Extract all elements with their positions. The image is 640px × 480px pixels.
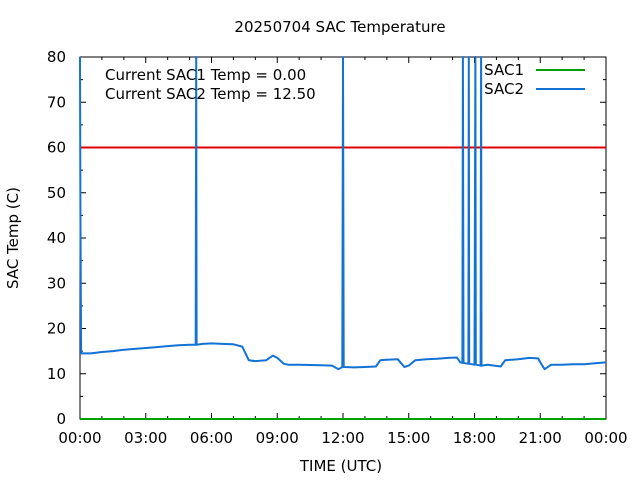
y-tick-label: 10 <box>47 365 66 383</box>
x-axis-label: TIME (UTC) <box>299 457 382 475</box>
legend: SAC1 SAC2 <box>484 61 585 98</box>
y-tick-label: 0 <box>56 410 66 428</box>
series-line-sac2 <box>79 56 607 371</box>
x-tick-label: 09:00 <box>256 429 299 447</box>
x-tick-label: 00:00 <box>584 429 627 447</box>
x-tick-label: 18:00 <box>453 429 496 447</box>
annotations: Current SAC1 Temp = 0.00 Current SAC2 Te… <box>105 66 316 103</box>
series-layer <box>79 56 607 420</box>
y-axis-label: SAC Temp (C) <box>4 187 22 289</box>
x-tick-label: 06:00 <box>190 429 233 447</box>
x-tick-label: 12:00 <box>321 429 364 447</box>
annotation-sac2-current: Current SAC2 Temp = 12.50 <box>105 85 316 103</box>
y-tick-label: 30 <box>47 274 66 292</box>
legend-label-sac1: SAC1 <box>484 61 524 79</box>
chart-title: 20250704 SAC Temperature <box>234 18 445 36</box>
x-tick-label: 00:00 <box>58 429 101 447</box>
legend-label-sac2: SAC2 <box>484 80 524 98</box>
x-tick-label: 03:00 <box>124 429 167 447</box>
y-tick-label: 80 <box>47 48 66 66</box>
y-tick-label: 20 <box>47 320 66 338</box>
axis-tick-labels: 00:00 03:00 06:00 09:00 12:00 15:00 18:00 21:00… <box>47 48 628 447</box>
x-tick-label: 21:00 <box>519 429 562 447</box>
y-tick-label: 40 <box>47 229 66 247</box>
y-tick-label: 50 <box>47 184 66 202</box>
annotation-sac1-current: Current SAC1 Temp = 0.00 <box>105 66 306 84</box>
x-tick-label: 15:00 <box>387 429 430 447</box>
y-tick-label: 70 <box>47 93 66 111</box>
y-tick-label: 60 <box>47 139 66 157</box>
